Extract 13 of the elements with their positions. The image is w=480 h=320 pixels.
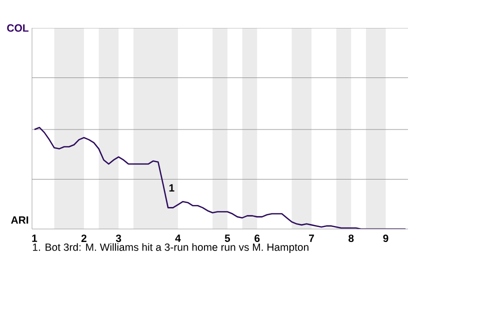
x-tick-label: 7 (309, 234, 314, 242)
x-tick-label: 4 (175, 234, 181, 242)
x-tick-label: 9 (383, 234, 388, 242)
x-tick-label: 3 (116, 234, 122, 242)
x-tick-label: 2 (81, 234, 86, 242)
text: ARI (11, 216, 28, 224)
annotation: 1 (169, 184, 174, 192)
x-tick-label: 8 (348, 234, 354, 242)
x-tick-label: 1 (32, 234, 38, 242)
x-tick-label: 6 (254, 234, 260, 242)
text: 1. Bot 3rd: M. Williams hit a 3-run home run vs M. Hampton (32, 243, 308, 253)
x-tick-label: 5 (224, 234, 230, 242)
text: COL (7, 24, 28, 32)
